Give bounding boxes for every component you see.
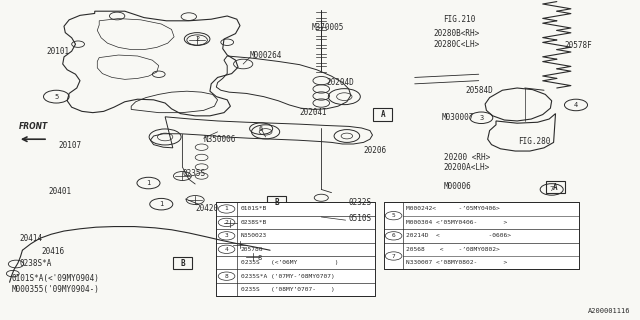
Text: 0235S   (<’06MY          ): 0235S (<’06MY ) bbox=[241, 260, 338, 265]
Text: 20280C<LH>: 20280C<LH> bbox=[434, 40, 480, 49]
Bar bbox=[373, 108, 392, 121]
Text: 0235S*A ('07MY-’08MY0707): 0235S*A ('07MY-’08MY0707) bbox=[241, 274, 334, 279]
Text: 20206: 20206 bbox=[364, 146, 387, 155]
Text: B: B bbox=[180, 259, 185, 268]
Text: 8: 8 bbox=[257, 255, 261, 260]
Text: 20420: 20420 bbox=[195, 204, 218, 213]
Text: M00006: M00006 bbox=[444, 182, 471, 191]
Text: 20584D: 20584D bbox=[466, 86, 493, 95]
Bar bbox=[173, 257, 192, 269]
Text: 4: 4 bbox=[225, 247, 228, 252]
Text: 20214D  <             -0606>: 20214D < -0606> bbox=[406, 233, 511, 238]
Text: A: A bbox=[553, 183, 558, 192]
Text: 20107: 20107 bbox=[59, 141, 82, 150]
Text: 0238S*B: 0238S*B bbox=[241, 220, 267, 225]
Text: M370005: M370005 bbox=[312, 23, 344, 32]
Text: 0101S*A(<'09MY0904): 0101S*A(<'09MY0904) bbox=[12, 274, 99, 283]
Text: N350006: N350006 bbox=[204, 135, 236, 144]
Text: 20204D: 20204D bbox=[326, 78, 354, 87]
Text: 6: 6 bbox=[259, 126, 263, 132]
Text: M000304 <’05MY0406-       >: M000304 <’05MY0406- > bbox=[406, 220, 508, 225]
Bar bbox=[546, 181, 565, 193]
Text: M000242<      -’05MY0406>: M000242< -’05MY0406> bbox=[406, 206, 500, 212]
Bar bbox=[384, 202, 579, 269]
Text: FIG.210: FIG.210 bbox=[443, 15, 476, 24]
Text: 1: 1 bbox=[147, 180, 150, 186]
Bar bbox=[267, 196, 286, 208]
Text: 1: 1 bbox=[225, 206, 228, 212]
Text: M000264: M000264 bbox=[250, 52, 282, 60]
Text: 20101: 20101 bbox=[46, 47, 69, 56]
Text: 0238S*A: 0238S*A bbox=[19, 259, 52, 268]
Text: B: B bbox=[274, 198, 279, 207]
Text: FRONT: FRONT bbox=[19, 122, 48, 131]
Text: FIG.280: FIG.280 bbox=[518, 137, 551, 146]
Text: 8: 8 bbox=[225, 274, 228, 279]
Text: 0510S: 0510S bbox=[349, 214, 372, 223]
Text: 0101S*B: 0101S*B bbox=[241, 206, 267, 212]
Text: 20414: 20414 bbox=[19, 234, 42, 243]
Text: 2: 2 bbox=[195, 36, 199, 42]
Text: 0232S: 0232S bbox=[349, 198, 372, 207]
Text: N350023: N350023 bbox=[241, 233, 267, 238]
Text: 7: 7 bbox=[392, 253, 396, 259]
Text: A: A bbox=[380, 110, 385, 119]
Bar bbox=[216, 202, 375, 296]
Text: 2: 2 bbox=[225, 220, 228, 225]
Text: 0235S   (’08MY’0707-    ): 0235S (’08MY’0707- ) bbox=[241, 287, 334, 292]
Text: 5: 5 bbox=[392, 213, 396, 218]
Text: 20568    <    -’08MY0802>: 20568 < -’08MY0802> bbox=[406, 247, 500, 252]
Text: 20204I: 20204I bbox=[300, 108, 327, 117]
Text: N330007 <’08MY0802-       >: N330007 <’08MY0802- > bbox=[406, 260, 508, 265]
Text: 20280B<RH>: 20280B<RH> bbox=[434, 29, 480, 38]
Text: 20200 <RH>: 20200 <RH> bbox=[444, 153, 490, 162]
Text: 3: 3 bbox=[479, 115, 483, 121]
Text: 20416: 20416 bbox=[42, 247, 65, 256]
Text: 5: 5 bbox=[54, 94, 58, 100]
Text: 7: 7 bbox=[550, 187, 554, 192]
Text: 0235S: 0235S bbox=[182, 169, 205, 178]
Text: M000355('09MY0904-): M000355('09MY0904-) bbox=[12, 285, 99, 294]
Text: 20578G: 20578G bbox=[241, 247, 263, 252]
Text: M030007: M030007 bbox=[442, 113, 474, 122]
Text: 6: 6 bbox=[392, 233, 396, 238]
Text: A200001116: A200001116 bbox=[588, 308, 630, 314]
Text: 20401: 20401 bbox=[48, 188, 71, 196]
Text: 20200A<LH>: 20200A<LH> bbox=[444, 164, 490, 172]
Text: 4: 4 bbox=[574, 102, 578, 108]
Text: 20578F: 20578F bbox=[564, 41, 592, 50]
Text: 1: 1 bbox=[159, 201, 163, 207]
Text: 3: 3 bbox=[225, 233, 228, 238]
